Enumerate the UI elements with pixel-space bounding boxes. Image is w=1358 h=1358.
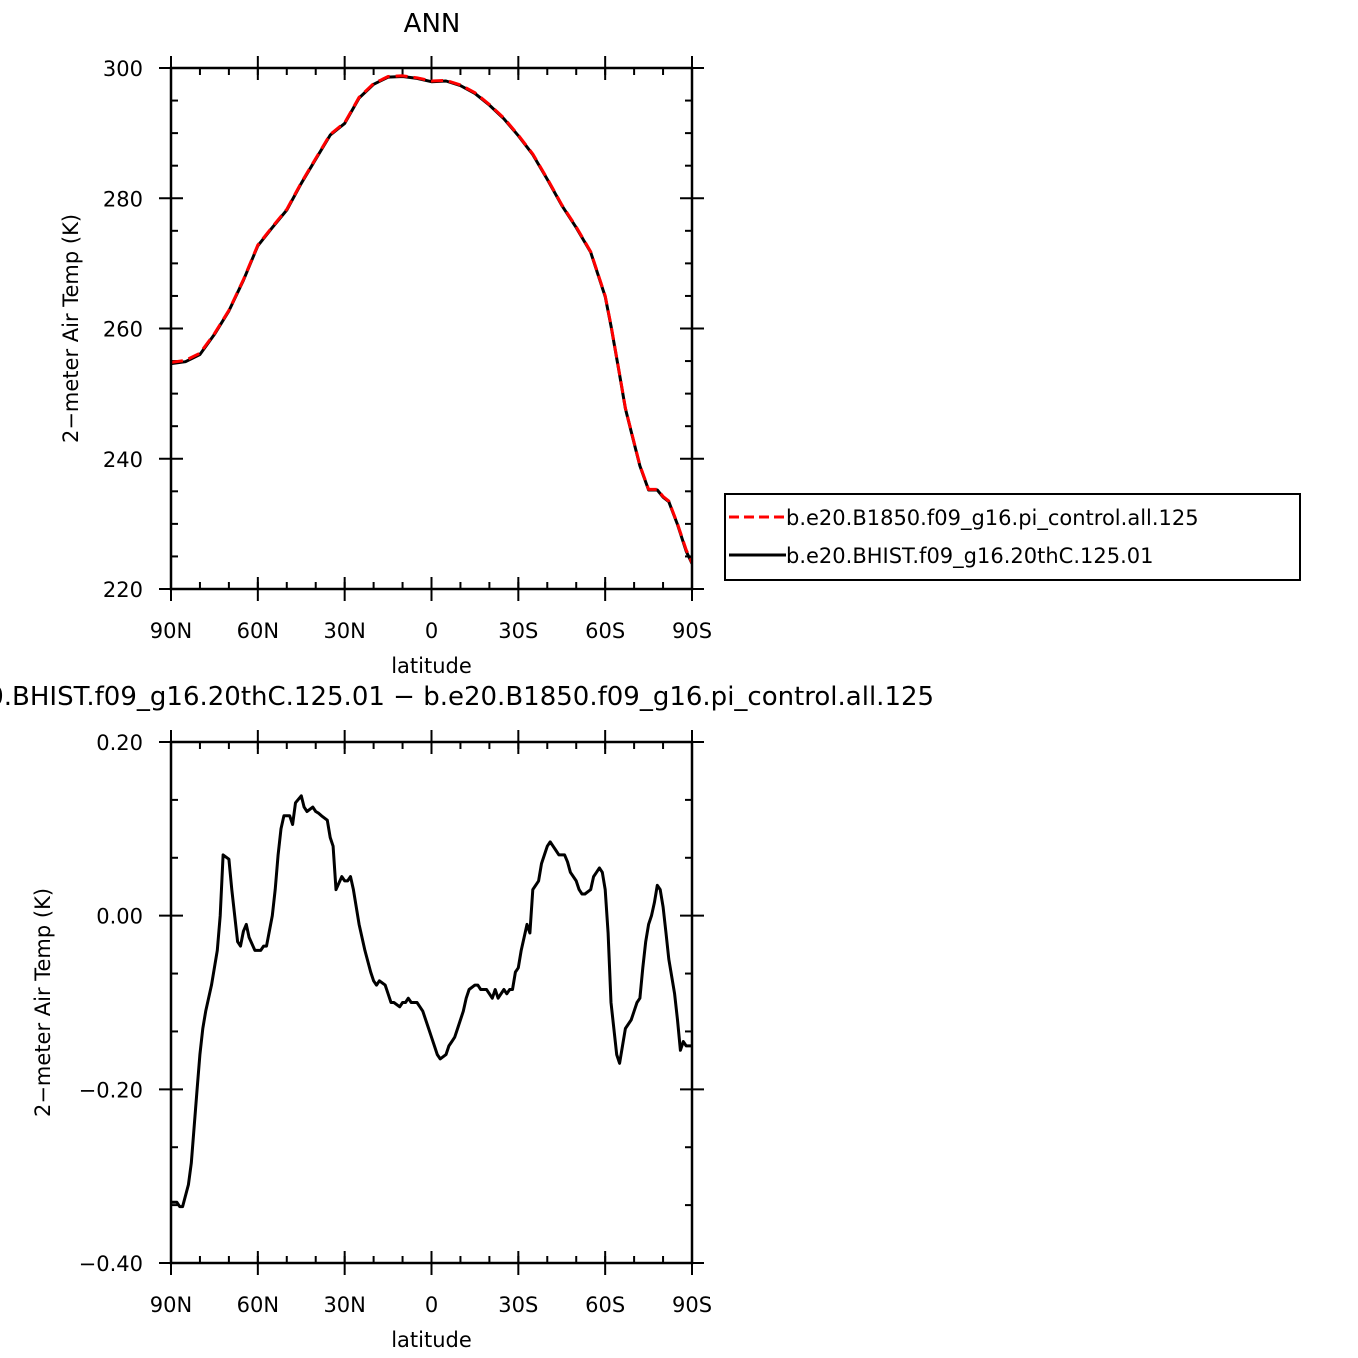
chart-title: b.e20.BHIST.f09_g16.20thC.125.01 − b.e20… [0, 682, 934, 712]
y-tick-label: 260 [103, 318, 143, 342]
x-tick-label: 90S [672, 619, 712, 643]
x-tick-label: 60N [237, 1293, 279, 1317]
x-tick-label: 90S [672, 1293, 712, 1317]
legend-label-1: b.e20.BHIST.f09_g16.20thC.125.01 [786, 544, 1153, 569]
y-axis-title: 2−meter Air Temp (K) [31, 888, 55, 1117]
legend-label-0: b.e20.B1850.f09_g16.pi_control.all.125 [786, 506, 1199, 531]
x-tick-label: 30S [498, 1293, 538, 1317]
y-tick-label: 300 [103, 57, 143, 81]
y-tick-label: 240 [103, 448, 143, 472]
y-tick-label: −0.20 [79, 1078, 143, 1102]
plot-frame [169, 740, 694, 1265]
x-tick-label: 30N [323, 619, 365, 643]
x-axis-title: latitude [391, 654, 472, 678]
legend-box [724, 493, 1301, 581]
x-tick-label: 60S [585, 1293, 625, 1317]
y-axis-title: 2−meter Air Temp (K) [59, 214, 83, 443]
x-tick-label: 30S [498, 619, 538, 643]
x-tick-label: 60N [237, 619, 279, 643]
bottom-panel: b.e20.BHIST.f09_g16.20thC.125.01 − b.e20… [0, 682, 934, 1352]
chart-title: ANN [404, 9, 461, 39]
plot-frame [169, 66, 694, 591]
x-axis-title: latitude [391, 1328, 472, 1352]
series-line-0-1 [171, 75, 692, 565]
legend: b.e20.B1850.f09_g16.pi_control.all.125 b.… [724, 493, 1301, 581]
y-tick-label: 280 [103, 187, 143, 211]
x-tick-label: 90N [150, 1293, 192, 1317]
x-tick-label: 30N [323, 1293, 365, 1317]
y-tick-label: −0.40 [79, 1252, 143, 1276]
x-tick-label: 0 [425, 1293, 438, 1317]
x-tick-label: 60S [585, 619, 625, 643]
top-panel: ANN 90N 60N 30N 0 30S 60S 90S 220 240 260 280 300 lat… [59, 9, 712, 678]
x-tick-label: 0 [425, 619, 438, 643]
y-tick-label: 0.20 [96, 731, 143, 755]
y-tick-label: 0.00 [96, 905, 143, 929]
x-tick-label: 90N [150, 619, 192, 643]
series-line-1-0 [171, 794, 692, 1209]
series-line-0-0 [171, 74, 692, 564]
y-tick-label: 220 [103, 578, 143, 602]
